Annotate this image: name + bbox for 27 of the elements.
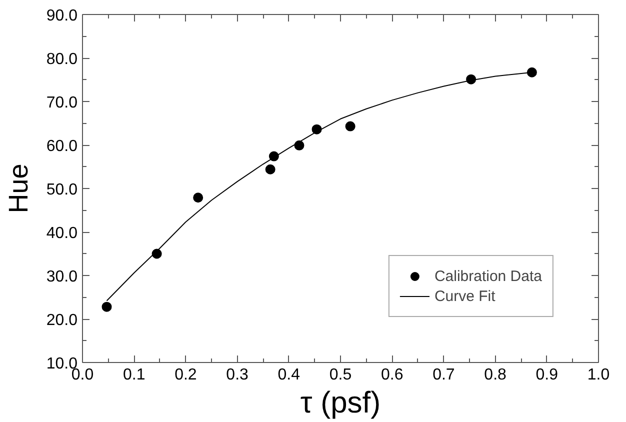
x-axis-title: τ (psf) [300,386,381,420]
x-tick-label: 0.7 [432,366,455,384]
y-tick-label: 20.0 [46,312,78,329]
x-tick-label: 1.0 [587,366,610,384]
y-tick-label: 90.0 [46,8,78,24]
y-tick-label: 80.0 [46,51,78,68]
legend-label: Calibration Data [434,268,542,284]
x-tick-label: 0.8 [484,366,507,384]
y-tick-label: 50.0 [46,182,78,198]
point [345,121,356,132]
x-tick-label: 0.9 [536,366,558,384]
legend-label: Curve Fit [434,288,496,304]
y-tick-label: 30.0 [46,268,78,286]
point [193,192,204,203]
x-tick-label: 0.2 [174,366,197,384]
y-tick-label: 60.0 [46,138,78,155]
y-tick-label: 70.0 [46,94,78,112]
x-tick-label: 0.4 [278,366,300,384]
point [265,164,276,174]
y-tick-label: 40.0 [46,225,78,242]
x-tick-label: 0.1 [122,366,146,384]
point [102,302,112,312]
x-tick-label: 0.3 [226,366,249,384]
y-axis-title: Hue [3,164,34,214]
x-tick-label: 0.5 [329,366,352,384]
x-tick-label: 0.6 [380,366,404,384]
point [526,67,537,78]
